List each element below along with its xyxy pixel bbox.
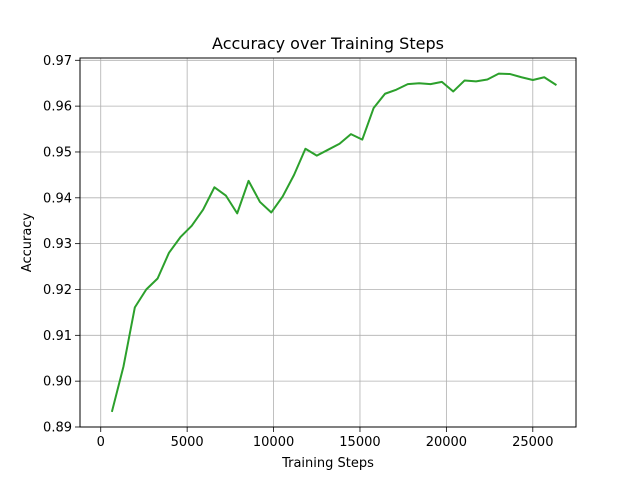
x-tick-label: 20000	[426, 435, 467, 450]
y-tick-label: 0.90	[43, 375, 72, 390]
series-layer	[110, 72, 557, 413]
y-tick-label: 0.93	[43, 237, 72, 252]
y-tick-label: 0.94	[43, 191, 72, 206]
y-tick-label: 0.95	[43, 145, 72, 160]
x-tick-label: 10000	[253, 435, 294, 450]
plot-frame	[79, 57, 577, 428]
y-tick-label: 0.97	[43, 54, 72, 69]
x-tick-label: 5000	[171, 435, 204, 450]
y-tick-label: 0.91	[43, 329, 72, 344]
x-axis-title: Training Steps	[281, 456, 374, 471]
ticks: 0 5000 10000 15000 20000 25000 0.89 0.90 0.91 0.9…	[43, 54, 553, 450]
y-tick-label: 0.92	[43, 283, 72, 298]
chart-title: Accuracy over Training Steps	[212, 34, 444, 53]
grid	[80, 58, 576, 428]
x-tick-label: 25000	[512, 435, 553, 450]
y-tick-label: 0.96	[43, 100, 72, 115]
series-line	[110, 72, 557, 413]
y-axis-title: Accuracy	[20, 213, 35, 273]
y-tick-label: 0.89	[43, 421, 72, 436]
x-tick-label: 0	[97, 435, 105, 450]
x-tick-label: 15000	[339, 435, 380, 450]
